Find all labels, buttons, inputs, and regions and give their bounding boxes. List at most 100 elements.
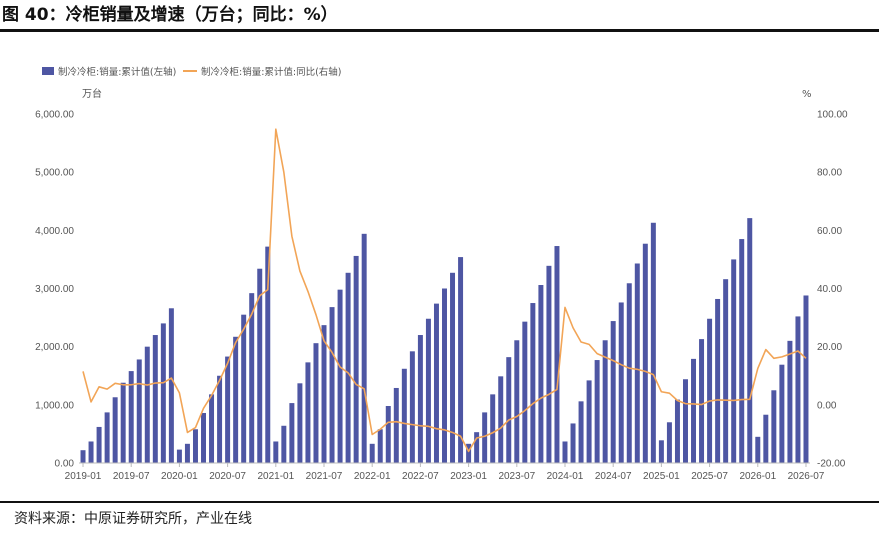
x-tick-label: 2021-01: [257, 471, 294, 482]
bar-2024-10: [634, 263, 640, 463]
x-tick-label: 2023-01: [450, 471, 487, 482]
bar-2025-10: [731, 259, 737, 463]
source-note: 资料来源：中原证券研究所，产业在线: [14, 511, 252, 527]
bar-2021-02: [281, 425, 287, 463]
bar-2022-08: [425, 318, 431, 463]
bar-2025-03: [674, 399, 680, 463]
bar-2023-11: [546, 265, 552, 463]
bar-2022-09: [433, 303, 439, 463]
bar-2019-03: [96, 426, 102, 463]
bar-2025-05: [691, 358, 697, 463]
left-tick-label: 5,000.00: [35, 168, 74, 179]
bar-2026-04: [779, 364, 785, 463]
line-series: [82, 128, 807, 453]
x-tick-label: 2019-07: [113, 471, 150, 482]
bar-2026-05: [787, 340, 793, 463]
bar-2019-08: [136, 359, 142, 463]
bar-2023-03: [482, 412, 488, 463]
x-tick-label: 2025-01: [643, 471, 680, 482]
bar-2020-06: [217, 375, 223, 463]
bar-2022-01: [369, 443, 375, 463]
bar-2023-04: [490, 394, 496, 463]
bar-2025-07: [707, 318, 713, 463]
bar-2019-06: [120, 382, 126, 463]
bar-2023-01: [466, 443, 472, 463]
right-tick-label: 0.00: [817, 400, 837, 411]
bar-2024-02: [570, 423, 576, 463]
bar-2026-06: [795, 316, 801, 463]
bar-2021-08: [329, 307, 335, 463]
bar-2023-09: [530, 303, 536, 463]
bar-2021-01: [273, 441, 279, 463]
legend-bar-label: 制冷冷柜:销量:累计值(左轴): [58, 66, 176, 78]
bar-2019-09: [144, 346, 150, 463]
x-tick-label: 2024-01: [547, 471, 584, 482]
bar-2019-11: [160, 323, 166, 463]
bar-2024-06: [602, 340, 608, 463]
legend-bar-swatch: [42, 67, 54, 75]
bar-2019-04: [104, 412, 110, 463]
bar-2022-02: [377, 429, 383, 463]
bar-2023-10: [538, 285, 544, 463]
bar-2022-12: [458, 257, 464, 463]
chart-canvas: 制冷冷柜:销量:累计值(左轴) 制冷冷柜:销量:累计值:同比(右轴) 万台 % …: [35, 66, 848, 482]
x-tick-label: 2020-01: [161, 471, 198, 482]
left-tick-label: 6,000.00: [35, 110, 74, 121]
x-tick-label: 2026-07: [788, 471, 825, 482]
left-tick-label: 2,000.00: [35, 342, 74, 353]
bar-2019-01: [80, 450, 86, 463]
bar-2021-07: [321, 325, 327, 463]
bar-2026-03: [771, 390, 777, 463]
bar-2021-05: [305, 362, 311, 463]
bar-2024-01: [562, 441, 568, 463]
bar-2023-02: [474, 432, 480, 463]
bar-2023-08: [522, 321, 528, 463]
bar-2024-12: [650, 222, 656, 463]
bar-2026-07: [803, 295, 809, 463]
bar-2020-04: [201, 412, 206, 463]
bar-2025-12: [747, 218, 753, 463]
bar-2019-05: [112, 397, 118, 463]
bar-2020-03: [192, 429, 198, 463]
left-tick-label: 3,000.00: [35, 284, 74, 295]
bar-2020-05: [209, 394, 215, 463]
bar-2025-09: [723, 279, 729, 463]
figure-title: 图 40：冷柜销量及增速（万台；同比：%）: [2, 5, 338, 25]
bar-2023-06: [506, 357, 512, 463]
bar-2024-07: [610, 321, 616, 463]
bar-2023-07: [514, 340, 520, 463]
bar-2025-02: [666, 422, 672, 463]
right-tick-label: 60.00: [817, 226, 842, 237]
bar-2022-11: [450, 272, 456, 463]
bar-2025-01: [658, 440, 664, 463]
yoy-line: [82, 128, 807, 453]
bar-2023-12: [554, 246, 560, 463]
left-axis-unit: 万台: [82, 87, 102, 100]
bar-2022-04: [393, 387, 399, 463]
bar-2026-02: [763, 414, 769, 463]
bar-2025-08: [715, 298, 721, 463]
bar-2022-07: [417, 335, 423, 463]
bar-2022-10: [442, 288, 447, 463]
bar-series: [80, 218, 809, 463]
bar-2023-05: [498, 376, 504, 463]
left-tick-label: 1,000.00: [35, 400, 74, 411]
title-rule: [0, 29, 879, 32]
bar-2021-06: [313, 343, 319, 463]
right-tick-label: 80.00: [817, 168, 842, 179]
x-tick-label: 2022-01: [354, 471, 391, 482]
x-tick-label: 2020-07: [209, 471, 246, 482]
bar-2020-10: [249, 293, 255, 463]
bar-2020-07: [225, 356, 231, 463]
x-tick-label: 2021-07: [306, 471, 343, 482]
bar-2024-08: [618, 302, 624, 463]
bar-2024-11: [642, 243, 648, 463]
legend-line-label: 制冷冷柜:销量:累计值:同比(右轴): [201, 66, 342, 78]
bar-2021-12: [361, 233, 367, 463]
x-tick-label: 2026-01: [739, 471, 776, 482]
bar-2020-01: [176, 449, 182, 463]
left-tick-label: 4,000.00: [35, 226, 74, 237]
bar-2020-09: [241, 314, 247, 463]
bar-2021-04: [297, 383, 303, 463]
right-tick-label: 40.00: [817, 284, 842, 295]
